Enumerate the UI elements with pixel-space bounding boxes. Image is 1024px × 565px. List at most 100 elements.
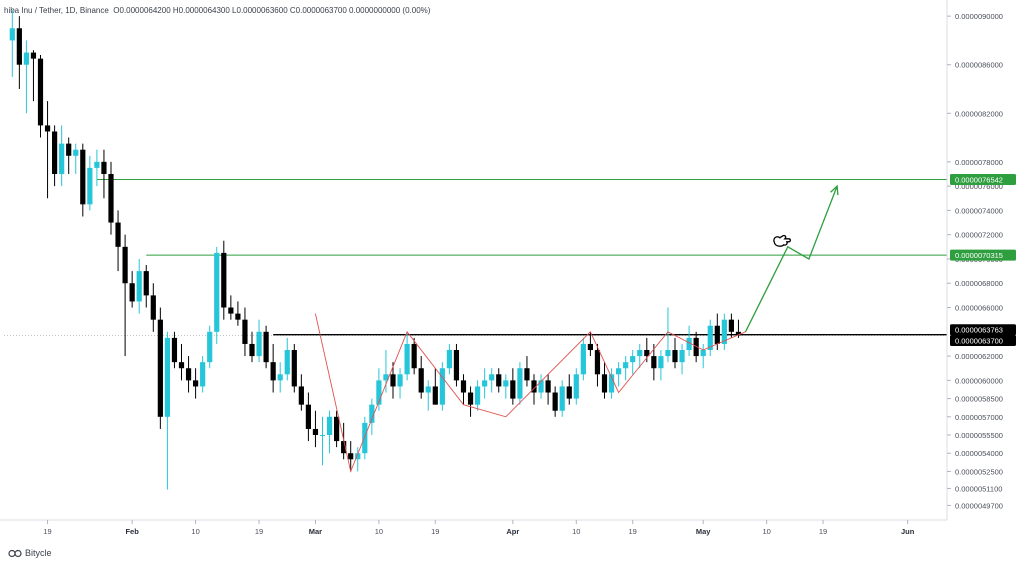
candle	[129, 271, 135, 308]
candle-body	[9, 28, 15, 41]
candle-body	[707, 325, 713, 351]
level-lines	[4, 179, 947, 336]
candle-body	[658, 356, 664, 369]
price-badge-label: 0.0000070315	[955, 251, 1003, 260]
candle	[200, 356, 206, 393]
candle-body	[404, 343, 410, 375]
candle	[679, 343, 685, 375]
price-tick-label: 0.0000082000	[955, 109, 1003, 118]
candle-body	[193, 380, 199, 387]
candle	[644, 337, 650, 363]
candle	[87, 155, 93, 211]
candle-body	[362, 422, 368, 454]
candle	[404, 331, 410, 381]
candle	[580, 337, 586, 381]
price-badge: 0.0000063763	[950, 324, 1016, 336]
price-tick-label: 0.0000062000	[955, 352, 1003, 361]
candle-body	[651, 356, 657, 369]
candle-body	[214, 252, 220, 332]
pattern-path	[314, 313, 746, 473]
candle	[221, 240, 227, 320]
candle-body	[312, 428, 319, 436]
price-tick-label: 0.0000049700	[955, 501, 1003, 510]
candle-body	[623, 362, 629, 369]
candle-body	[439, 368, 445, 405]
price-badge-bg	[950, 249, 1016, 261]
price-badge-label: 0.0000063763	[955, 325, 1003, 334]
candle-body	[475, 386, 481, 405]
candle	[362, 416, 368, 460]
candles	[9, 10, 742, 490]
candle-body	[44, 125, 51, 132]
candle-body	[348, 453, 354, 460]
candle-body	[108, 173, 114, 223]
candle-body	[52, 131, 58, 174]
candle-body	[721, 319, 727, 344]
time-tick-label: 19	[819, 527, 827, 536]
time-tick-label: 10	[191, 527, 199, 536]
price-badge-label: 0.0000063700	[955, 336, 1003, 345]
candle-body	[714, 325, 720, 344]
price-tick-label: 0.0000072000	[955, 231, 1003, 240]
candle	[545, 374, 551, 405]
candle-body	[397, 374, 403, 387]
candle	[503, 374, 509, 399]
candle	[721, 313, 727, 351]
candle	[249, 331, 255, 363]
candle	[115, 210, 121, 272]
candle	[531, 374, 537, 405]
candle-body	[580, 343, 586, 375]
candle	[728, 313, 734, 338]
price-tick-label: 0.0000058500	[955, 395, 1003, 404]
candle-body	[115, 222, 121, 247]
candle	[23, 40, 29, 114]
candle-body	[531, 380, 537, 393]
candle	[59, 125, 65, 187]
candle	[207, 325, 213, 369]
candle	[355, 447, 361, 472]
candle	[566, 374, 572, 405]
time-axis[interactable]: 19 Feb 10 19 Mar 10 19 Apr 10 19 May 10 19 Jun	[0, 519, 947, 536]
candle	[319, 416, 326, 466]
price-tick-label: 0.0000055500	[955, 431, 1003, 440]
candle-body	[23, 52, 29, 65]
time-tick-label: 19	[629, 527, 637, 536]
candle-body	[59, 143, 65, 174]
candle	[439, 362, 445, 411]
candle	[587, 331, 593, 357]
price-badge: 0.0000070315	[950, 249, 1016, 261]
candle	[432, 368, 438, 405]
candle	[143, 265, 149, 308]
candle	[651, 343, 657, 381]
candle	[397, 368, 403, 399]
candle	[538, 374, 544, 399]
candle-body	[94, 161, 100, 168]
projection-arrowhead-icon	[830, 184, 839, 196]
candle	[460, 374, 467, 405]
candle-body	[700, 350, 706, 357]
candle	[80, 143, 86, 217]
candle-body	[277, 374, 283, 381]
candle	[693, 331, 699, 363]
candle-body	[376, 380, 382, 405]
candle-body	[319, 435, 326, 437]
candle	[446, 343, 452, 375]
price-tick-label: 0.0000066000	[955, 304, 1003, 313]
candle-body	[411, 343, 417, 369]
candle-body	[510, 380, 516, 399]
candle-body	[482, 380, 488, 387]
candle	[496, 368, 502, 393]
candle	[9, 10, 15, 77]
candle	[305, 392, 311, 442]
candle-body	[517, 368, 523, 399]
candle-body	[228, 307, 234, 314]
candle	[383, 350, 389, 393]
candle-body	[291, 350, 297, 387]
price-tick-label: 0.0000060000	[955, 376, 1003, 385]
candle-body	[693, 337, 699, 357]
candle-body	[101, 161, 107, 174]
candle	[66, 137, 72, 174]
candle	[193, 368, 199, 399]
candle-body	[552, 392, 558, 411]
